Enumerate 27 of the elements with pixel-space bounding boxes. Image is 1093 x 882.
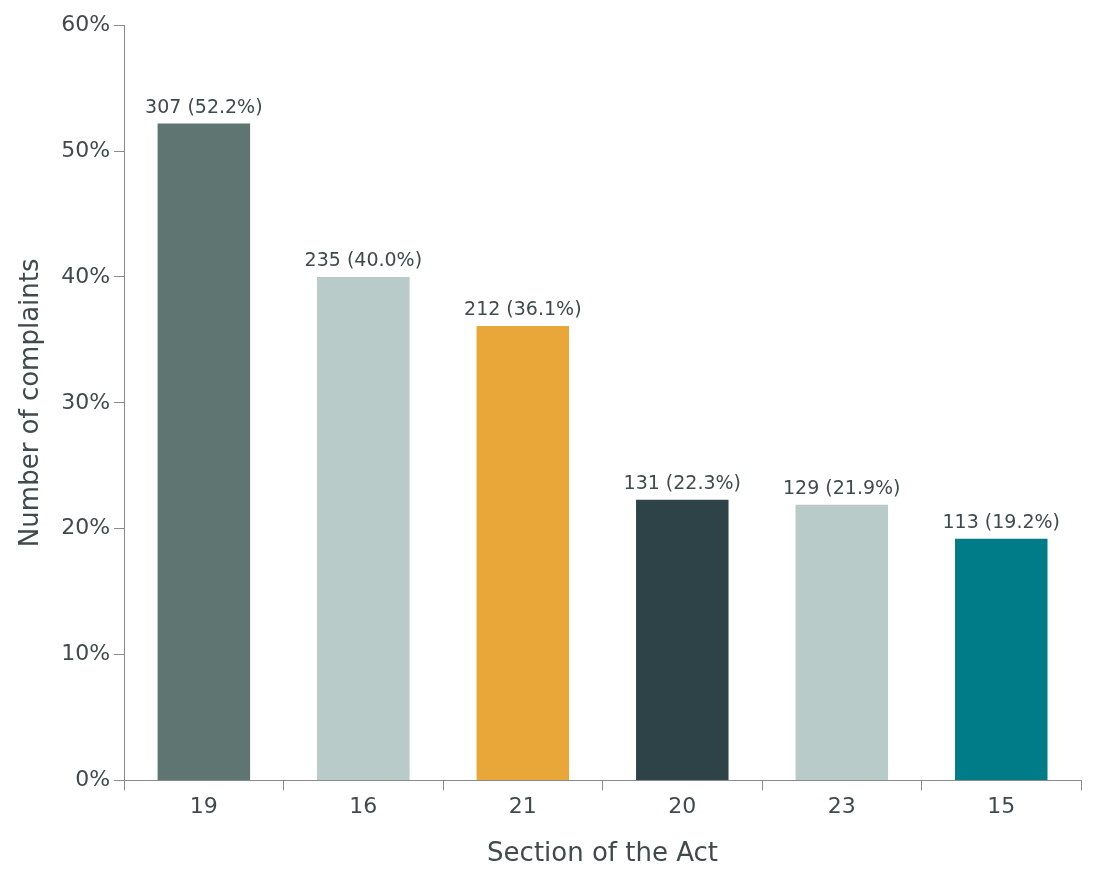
data-label: 129 (21.9%) [783,476,901,499]
x-tick-label: 15 [987,793,1016,819]
y-tick-label: 40% [61,262,111,288]
data-label: 235 (40.0%) [304,248,423,271]
data-label: 113 (19.2%) [942,510,1061,533]
x-tick-label: 23 [827,793,856,819]
x-tick-label: 21 [508,793,537,819]
y-axis-title: Number of complaints [14,258,45,548]
bar [476,326,570,780]
x-tick-label: 16 [349,793,378,819]
y-tick-label: 0% [75,766,111,792]
y-tick-label: 20% [61,514,111,540]
data-label: 131 (22.3%) [623,471,742,494]
y-tick-label: 60% [61,10,111,36]
y-tick-label: 10% [61,640,111,666]
bar [317,276,410,780]
x-axis-title: Section of the Act [487,837,719,868]
bar [157,123,251,780]
bar [955,538,1048,780]
bar [636,499,729,780]
y-tick-label: 50% [61,136,111,162]
data-label: 212 (36.1%) [464,297,582,320]
bar [795,504,889,780]
data-label: 307 (52.2%) [145,94,263,117]
y-tick-label: 30% [61,388,111,414]
x-tick-label: 20 [668,793,697,819]
x-tick-label: 19 [189,793,218,819]
